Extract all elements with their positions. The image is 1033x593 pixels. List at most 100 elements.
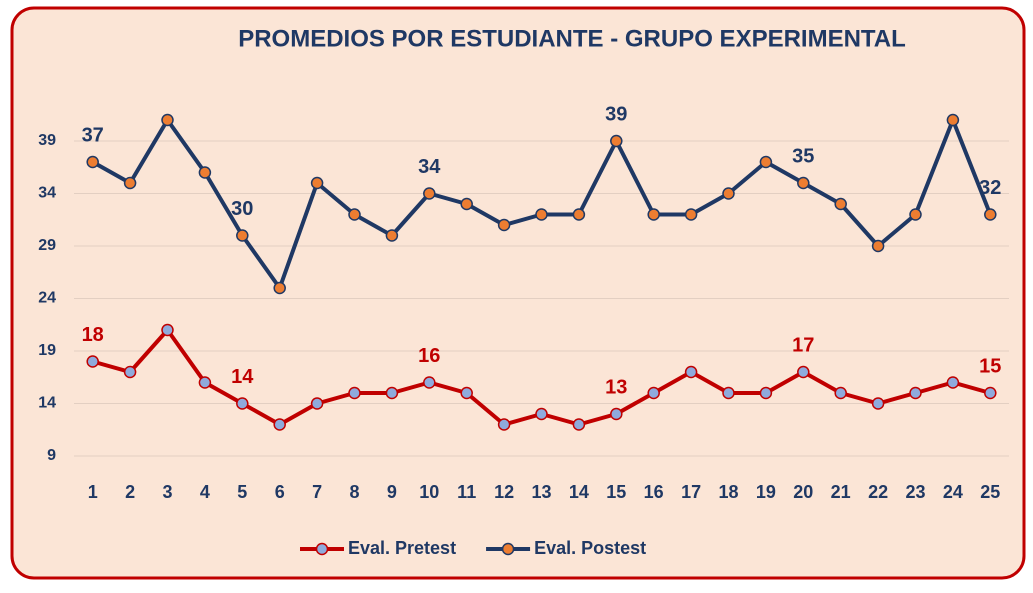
x-tick-label: 8	[349, 482, 359, 502]
point-marker	[310, 176, 324, 190]
x-tick-label: 19	[756, 482, 776, 502]
point-marker	[946, 376, 960, 389]
point-marker	[984, 208, 997, 221]
x-tick-label: 13	[531, 482, 551, 502]
data-label: 37	[82, 124, 104, 146]
x-tick-label: 4	[200, 482, 210, 502]
x-tick-label: 1	[88, 482, 98, 502]
point-marker	[909, 208, 922, 221]
point-marker	[572, 418, 586, 431]
point-marker	[460, 386, 473, 400]
point-marker	[123, 365, 137, 379]
x-tick-label: 16	[644, 482, 664, 502]
y-tick-label: 19	[38, 342, 56, 359]
legend-marker	[501, 542, 515, 556]
x-tick-label: 3	[162, 482, 172, 502]
data-label: 15	[979, 355, 1001, 377]
x-tick-label: 9	[387, 482, 397, 502]
point-marker	[610, 134, 623, 148]
data-label: 32	[979, 177, 1001, 199]
point-marker	[348, 386, 361, 400]
y-tick-label: 14	[38, 395, 56, 412]
x-tick-label: 18	[718, 482, 738, 502]
point-marker	[86, 355, 99, 368]
point-marker	[797, 365, 810, 379]
point-marker	[797, 176, 810, 190]
point-marker	[161, 323, 174, 337]
point-marker	[460, 197, 473, 211]
data-label: 17	[792, 334, 814, 356]
x-tick-label: 2	[125, 482, 135, 502]
x-tick-label: 12	[494, 482, 514, 502]
y-tick-label: 24	[38, 290, 56, 307]
point-marker	[647, 208, 660, 221]
point-marker	[123, 176, 137, 190]
chart-frame	[10, 6, 1026, 580]
point-marker	[647, 386, 660, 400]
y-tick-label: 39	[38, 132, 56, 149]
point-marker	[497, 418, 511, 431]
point-marker	[86, 155, 99, 169]
point-marker	[497, 218, 511, 232]
legend-marker	[315, 542, 329, 556]
point-marker	[722, 386, 735, 400]
chart-title: PROMEDIOS POR ESTUDIANTE - GRUPO EXPERIM…	[238, 25, 906, 52]
y-tick-label: 34	[38, 185, 56, 202]
point-marker	[198, 166, 212, 179]
x-tick-label: 23	[905, 482, 925, 502]
point-marker	[385, 386, 399, 400]
point-marker	[684, 365, 698, 379]
data-label: 18	[82, 324, 104, 346]
point-marker	[834, 197, 847, 211]
point-marker	[423, 376, 436, 389]
point-marker	[273, 418, 286, 431]
point-marker	[236, 229, 249, 242]
point-marker	[348, 208, 361, 221]
legend-label: Eval. Postest	[534, 538, 646, 558]
point-marker	[535, 407, 548, 421]
x-tick-label: 7	[312, 482, 322, 502]
point-marker	[535, 208, 548, 221]
point-marker	[759, 386, 773, 400]
point-marker	[310, 397, 324, 410]
point-marker	[385, 229, 399, 242]
x-tick-label: 11	[457, 482, 476, 502]
point-marker	[722, 187, 735, 200]
data-label: 34	[418, 156, 441, 178]
y-tick-label: 29	[38, 237, 56, 254]
point-marker	[423, 187, 436, 200]
point-marker	[684, 208, 698, 221]
data-label: 35	[792, 145, 814, 167]
x-tick-label: 20	[793, 482, 813, 502]
x-tick-label: 25	[980, 482, 1000, 502]
data-label: 14	[231, 366, 254, 388]
point-marker	[834, 386, 847, 400]
point-marker	[610, 407, 623, 421]
data-label: 13	[605, 376, 627, 398]
legend-label: Eval. Pretest	[348, 538, 456, 558]
data-label: 39	[605, 103, 627, 125]
point-marker	[909, 386, 922, 400]
x-tick-label: 17	[681, 482, 701, 502]
point-marker	[946, 113, 960, 127]
point-marker	[871, 397, 885, 410]
data-label: 16	[418, 345, 440, 367]
x-tick-label: 22	[868, 482, 888, 502]
point-marker	[161, 113, 174, 127]
point-marker	[871, 239, 885, 253]
x-tick-label: 14	[569, 482, 589, 502]
point-marker	[984, 386, 997, 400]
point-marker	[273, 281, 286, 295]
point-marker	[236, 397, 249, 410]
y-tick-label: 9	[47, 447, 56, 464]
data-label: 30	[231, 198, 253, 220]
point-marker	[759, 155, 773, 169]
x-tick-label: 5	[237, 482, 247, 502]
x-tick-label: 24	[943, 482, 963, 502]
point-marker	[572, 208, 586, 221]
x-tick-label: 10	[419, 482, 439, 502]
x-tick-label: 15	[606, 482, 626, 502]
x-tick-label: 6	[275, 482, 285, 502]
x-tick-label: 21	[831, 482, 851, 502]
